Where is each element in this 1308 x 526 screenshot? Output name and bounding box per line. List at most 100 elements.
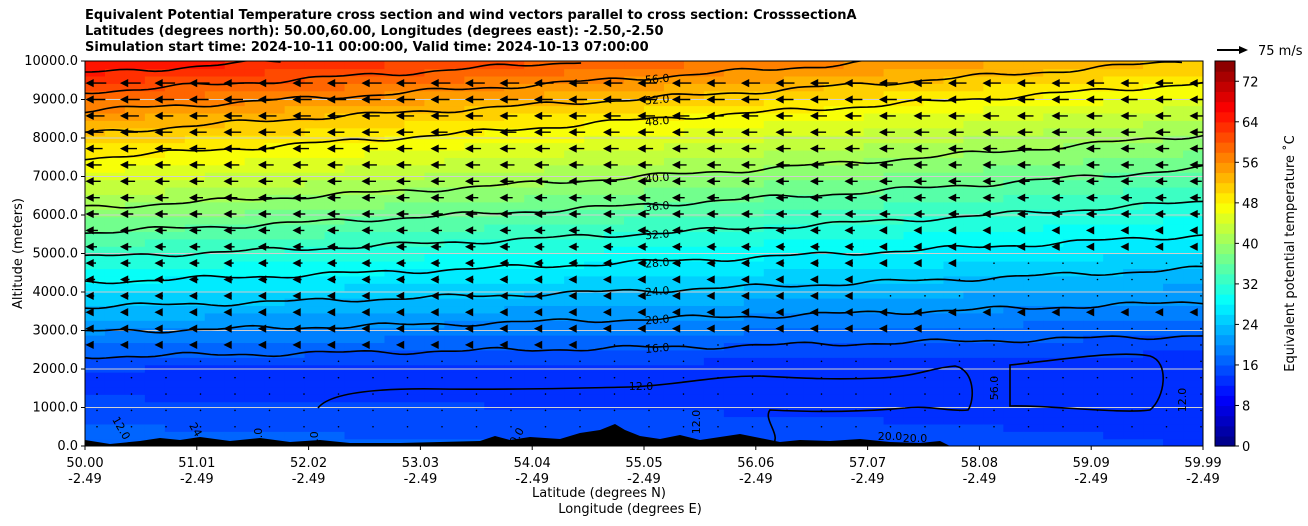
fill-cell: [723, 157, 745, 166]
fill-cell: [923, 68, 945, 77]
wind-vector: [1096, 295, 1099, 297]
fill-cell: [783, 209, 805, 218]
fill-cell: [1003, 157, 1025, 166]
fill-cell: [204, 386, 226, 395]
fill-cell: [85, 312, 106, 321]
wind-vector: [1027, 425, 1030, 428]
fill-cell: [484, 105, 505, 114]
fill-cell: [364, 231, 386, 240]
fill-cell: [344, 275, 366, 284]
fill-cell: [224, 68, 246, 77]
wind-vector: [947, 226, 957, 235]
fill-cell: [1003, 201, 1025, 210]
fill-cell: [1043, 438, 1064, 446]
fill-cell: [1143, 164, 1164, 173]
fill-cell: [843, 312, 865, 321]
fill-cell: [763, 386, 785, 395]
wind-vector: [878, 144, 894, 153]
wind-vector: [1016, 242, 1026, 251]
fill-cell: [763, 379, 785, 388]
fill-cell: [584, 120, 605, 129]
wind-vector: [361, 177, 376, 186]
fill-cell: [1043, 75, 1064, 84]
wind-vector: [96, 393, 98, 395]
x-tick-label-lat: 57.07: [849, 456, 886, 471]
wind-vector: [464, 128, 482, 137]
fill-cell: [1063, 75, 1084, 84]
fill-cell: [843, 416, 865, 425]
fill-cell: [883, 90, 905, 99]
fill-cell: [624, 260, 645, 269]
fill-cell: [464, 142, 485, 151]
fill-cell: [743, 401, 765, 410]
fill-cell: [823, 112, 845, 121]
fill-cell: [624, 327, 645, 336]
wind-vector: [85, 128, 104, 137]
fill-cell: [1063, 90, 1084, 99]
fill-cell: [404, 135, 426, 144]
fill-cell: [144, 90, 166, 99]
fill-cell: [1183, 201, 1203, 210]
fill-cell: [604, 164, 625, 173]
fill-cell: [544, 334, 565, 344]
wind-vector: [154, 308, 163, 317]
wind-vector: [303, 376, 305, 379]
fill-cell: [644, 90, 665, 99]
fill-cell: [544, 142, 565, 151]
wind-vector: [740, 95, 760, 104]
wind-vector: [430, 291, 439, 301]
fill-cell: [524, 246, 545, 255]
wind-vector: [671, 193, 685, 202]
wind-vector: [855, 360, 857, 363]
fill-cell: [404, 112, 426, 121]
fill-cell: [404, 408, 426, 418]
fill-cell: [1063, 408, 1084, 418]
wind-vector: [982, 95, 1000, 104]
fill-cell: [584, 179, 605, 188]
fill-cell: [504, 186, 525, 195]
fill-cell: [1043, 408, 1064, 418]
fill-cell: [1023, 75, 1044, 84]
fill-cell: [1143, 194, 1164, 203]
fill-cell: [963, 342, 985, 351]
fill-cell: [943, 186, 965, 195]
wind-vector: [1062, 327, 1064, 330]
wind-vectors: [85, 78, 1203, 428]
fill-cell: [124, 275, 146, 284]
wind-vector: [430, 95, 450, 104]
fill-cell: [763, 75, 785, 84]
wind-vector: [119, 160, 137, 170]
wind-vector: [706, 275, 715, 284]
fill-cell: [244, 342, 266, 351]
fill-cell: [304, 312, 326, 321]
fill-cell: [663, 216, 685, 225]
fill-cell: [1023, 253, 1044, 262]
fill-cell: [1023, 105, 1044, 114]
wind-vector: [809, 78, 829, 88]
wind-vector: [361, 111, 380, 121]
fill-cell: [484, 379, 505, 388]
fill-cell: [244, 334, 266, 344]
fill-cell: [144, 231, 166, 240]
fill-cell: [803, 283, 825, 292]
fill-cell: [763, 231, 785, 240]
fill-cell: [384, 105, 406, 114]
fill-cell: [743, 394, 765, 403]
fill-cell: [1023, 194, 1044, 203]
fill-cell: [783, 157, 805, 166]
fill-cell: [244, 386, 266, 395]
wind-vector: [326, 193, 341, 202]
fill-cell: [783, 268, 805, 277]
fill-cell: [883, 83, 905, 92]
fill-cell: [903, 297, 925, 307]
wind-vector: [326, 209, 340, 219]
fill-cell: [124, 416, 146, 425]
wind-vector: [85, 78, 107, 88]
fill-cell: [1103, 75, 1124, 84]
contour-label-extra: 20.0: [252, 428, 265, 453]
wind-vector: [119, 78, 141, 88]
fill-cell: [1083, 394, 1104, 403]
wind-vector: [1016, 160, 1031, 170]
fill-cell: [1063, 312, 1084, 321]
fill-cell: [624, 290, 645, 299]
